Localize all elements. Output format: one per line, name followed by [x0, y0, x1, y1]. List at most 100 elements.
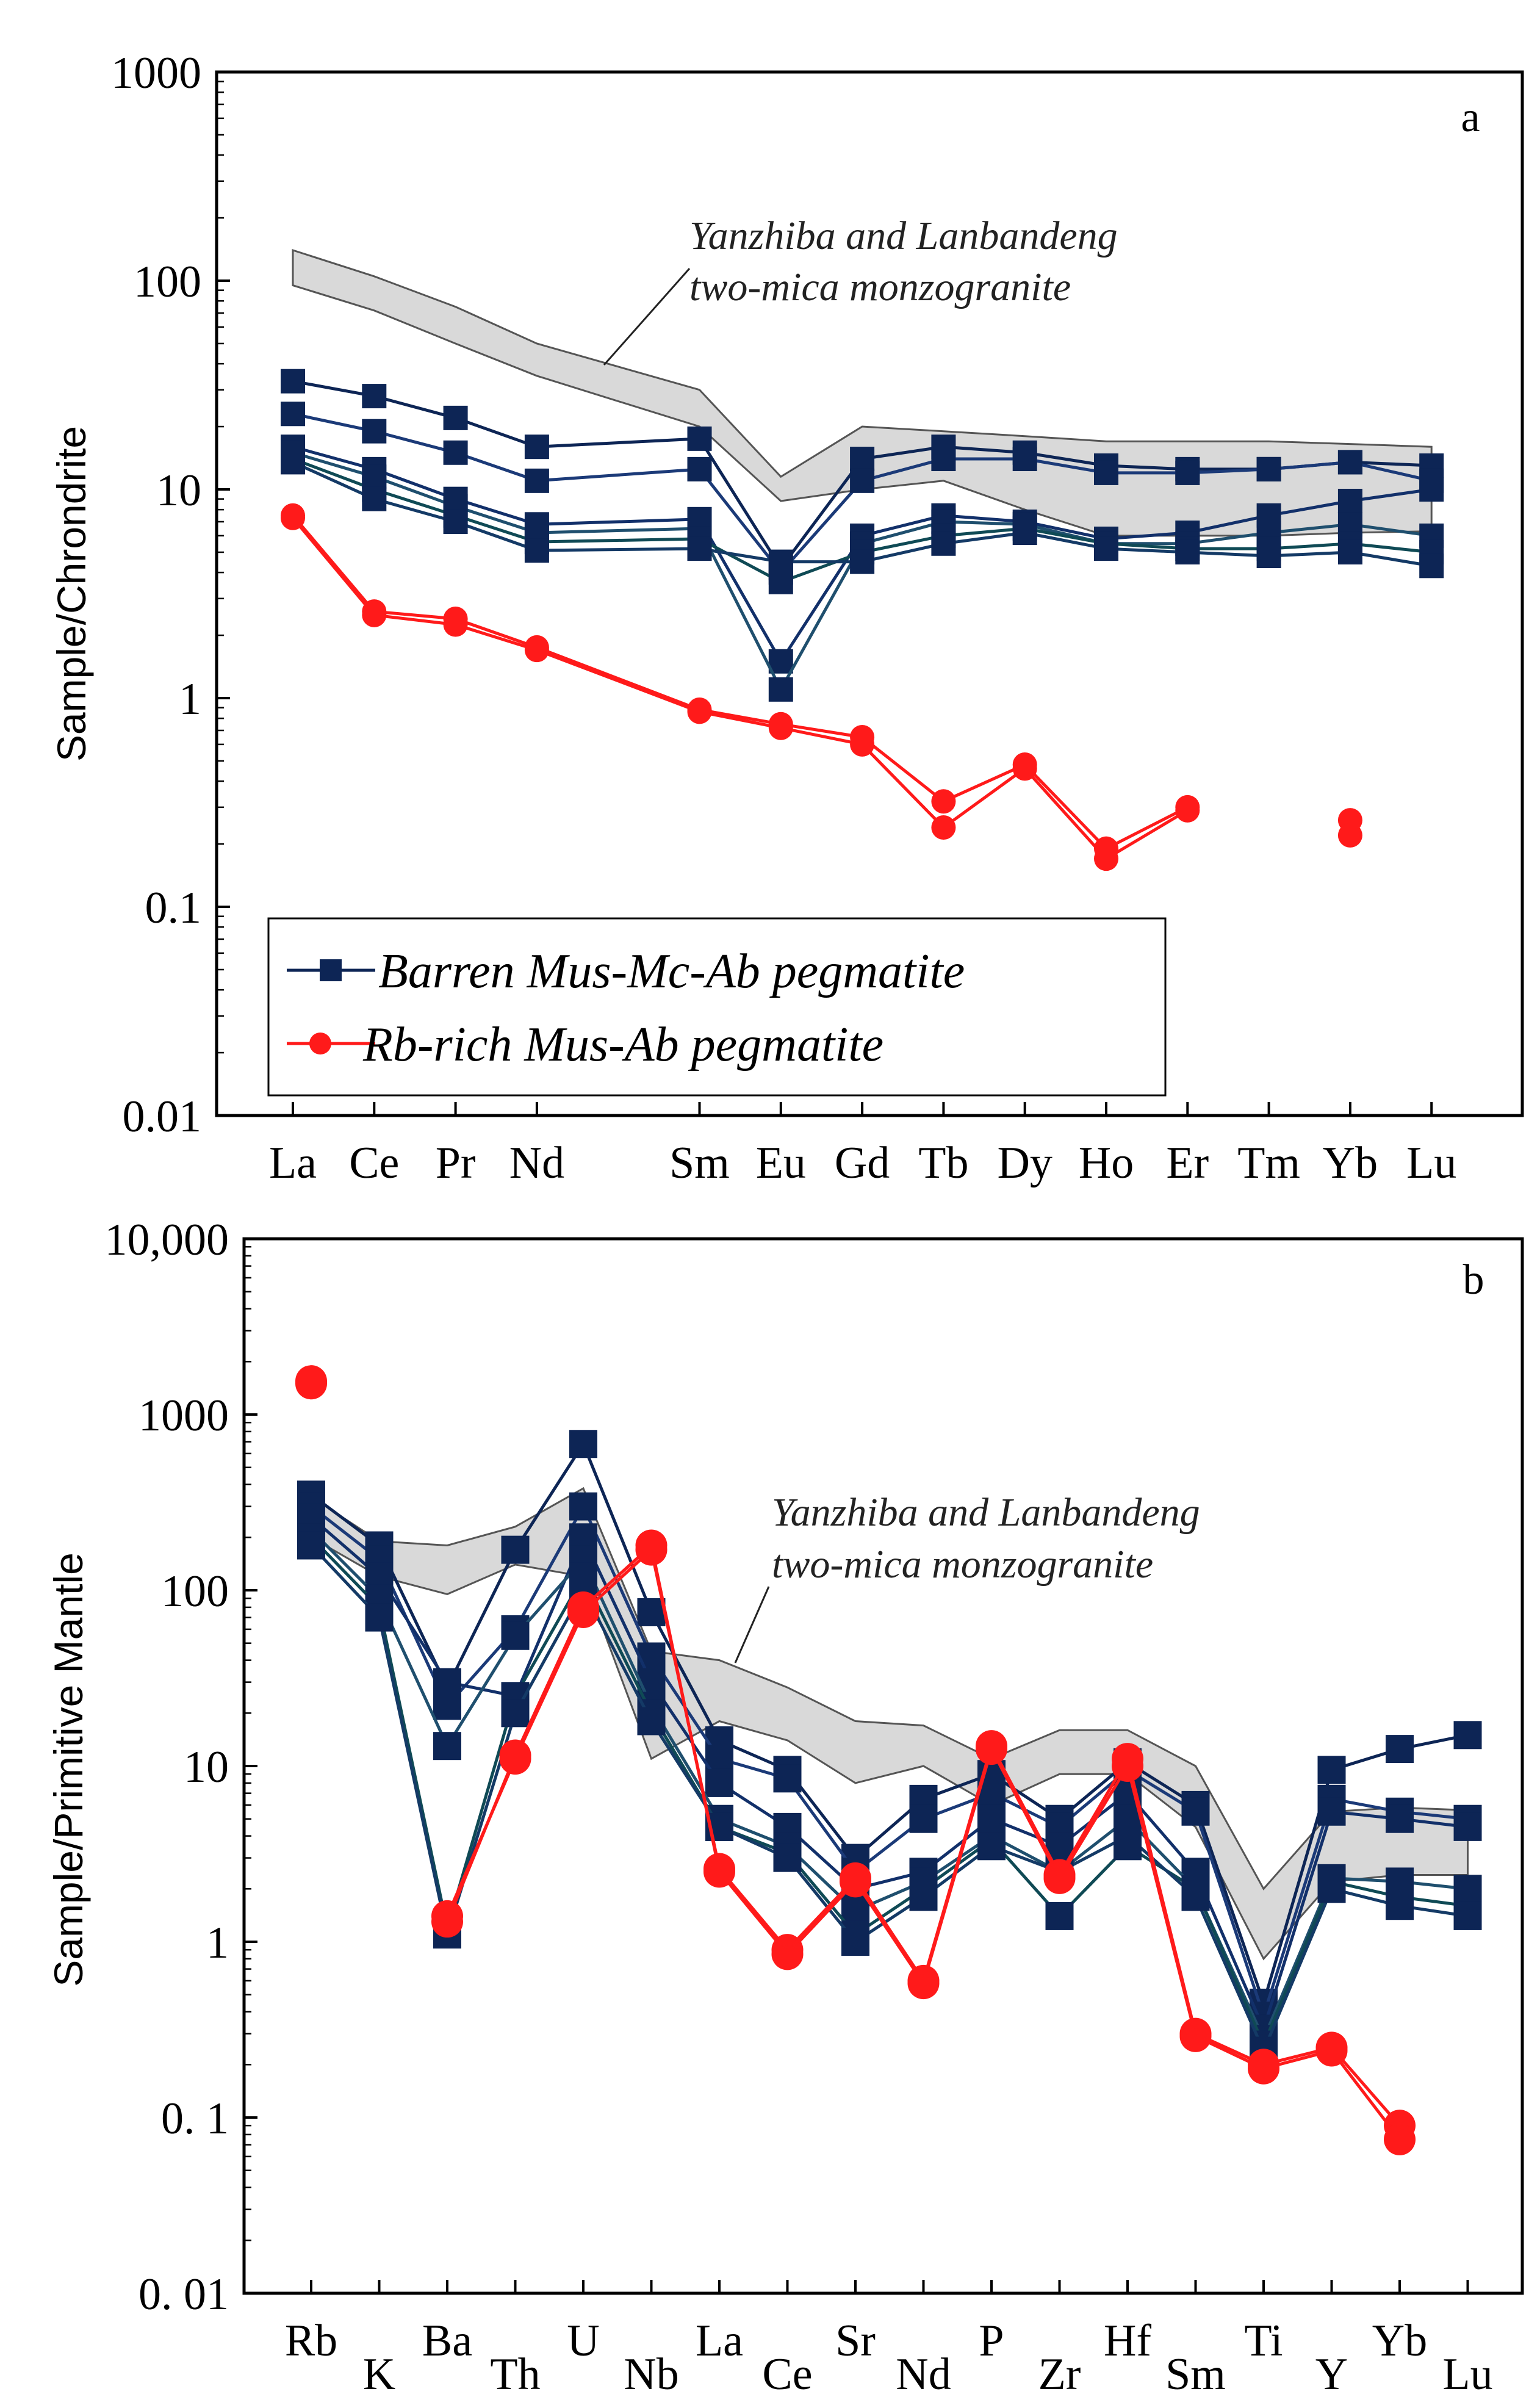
rb-rich-point [567, 1591, 599, 1623]
barren-point [705, 1768, 733, 1797]
panel-b-y-tick-label: 0. 1 [161, 2094, 229, 2144]
barren-point [501, 1535, 530, 1564]
panel-a-x-tick-label: Sm [669, 1138, 730, 1188]
barren-point [768, 649, 793, 674]
series-line [292, 461, 1432, 568]
barren-point [1256, 456, 1281, 481]
series-line [292, 451, 1432, 691]
barren-point [1337, 488, 1362, 513]
barren-point [501, 1699, 530, 1728]
panel-b-y-axis-title: Sample/Primitive Mantle [46, 1552, 91, 1987]
panel-b-letter: b [1463, 1256, 1484, 1303]
barren-point [687, 426, 712, 451]
barren-point [1175, 460, 1200, 485]
barren-series-5 [281, 450, 1444, 579]
panel-b-y-tick-label: 100 [161, 1566, 229, 1617]
barren-point [768, 549, 793, 574]
rb-rich-point [635, 1529, 667, 1562]
barren-point [1012, 447, 1037, 472]
barren-series-1 [281, 402, 1444, 585]
rb-rich-point [1043, 1862, 1076, 1894]
panel-b-x-tick-label: Rb [285, 2316, 337, 2366]
panel-a-legend: Barren Mus-Mc-Ab pegmatite Rb-rich Mus-A… [267, 917, 1167, 1097]
rb-rich-point [443, 612, 468, 637]
rb-rich-point [840, 1865, 871, 1898]
rb-rich-point [687, 699, 712, 724]
barren-point [1256, 544, 1281, 569]
barren-point [1317, 1875, 1346, 1903]
barren-point [443, 405, 468, 430]
rb-rich-point [976, 1733, 1007, 1765]
panel-a-x-tick-label: Tb [918, 1138, 968, 1188]
barren-point [841, 1928, 869, 1956]
rb-rich-point [1179, 2020, 1212, 2052]
legend-rb-label: Rb-rich Mus-Ab pegmatite [362, 1018, 883, 1072]
barren-point [1453, 1721, 1482, 1750]
rb-rich-point [295, 1368, 327, 1400]
barren-series-5 [297, 1531, 1482, 2065]
barren-point [365, 1603, 394, 1632]
panel-a-y-tick-label: 100 [134, 257, 201, 307]
panel-a-x-tick-label: Yb [1323, 1138, 1378, 1188]
barren-point [569, 1492, 597, 1521]
barren-point [1386, 1735, 1414, 1764]
rb-rich-point [1248, 2052, 1279, 2085]
panel-a-x-tick-label: La [269, 1138, 317, 1188]
barren-point [768, 677, 793, 702]
series-line [292, 445, 1432, 663]
barren-point [841, 1897, 869, 1925]
panel-a-y-axis: 0.01 0.1 1 10 100 1000 [111, 48, 230, 1142]
panel-b-x-tick-label: Sm [1165, 2349, 1226, 2397]
barren-point [281, 402, 305, 427]
rb-rich-point [1012, 756, 1037, 781]
barren-point [569, 1430, 597, 1458]
panel-a-y-tick-label: 1 [179, 674, 201, 724]
barren-point [1045, 1901, 1074, 1930]
barren-point [687, 536, 712, 561]
panel-b-x-tick-label: Th [490, 2349, 540, 2397]
panel-b-x-tick-label: Sr [835, 2316, 876, 2366]
panel-b-y-tick-label: 0. 01 [139, 2269, 229, 2320]
panel-a-y-tick-label: 10 [156, 466, 201, 516]
rb-rich-point [907, 1967, 940, 2000]
barren-point [931, 531, 956, 556]
barren-point [1453, 1812, 1482, 1841]
barren-point [850, 468, 875, 493]
panel-a-y-tick-label: 1000 [111, 48, 201, 98]
barren-point [687, 456, 712, 481]
panel-a-y-tick-label: 0.01 [123, 1092, 202, 1142]
barren-point [1419, 477, 1444, 502]
panel-b-annotation-line1: Yanzhiba and Lanbandeng [772, 1490, 1200, 1535]
series-line [292, 457, 1432, 584]
legend-barren-label: Barren Mus-Mc-Ab pegmatite [378, 945, 965, 998]
panel-b-x-tick-label: Nd [896, 2349, 951, 2397]
rb-rich-series-7 [281, 505, 1362, 871]
barren-point [637, 1707, 666, 1736]
barren-point [362, 419, 387, 444]
rb-rich-point [431, 1906, 463, 1938]
barren-point [1175, 539, 1200, 564]
rb-rich-point [1094, 846, 1118, 871]
barren-point [1419, 553, 1444, 579]
panel-b-y-tick-label: 1 [206, 1918, 229, 1968]
panel-b-x-tick-label: Yb [1372, 2316, 1427, 2366]
panel-a-x-tick-label: Nd [509, 1138, 564, 1188]
panel-a-x-tick-label: Tm [1237, 1138, 1300, 1188]
panel-a-x-tick-label: Pr [436, 1138, 476, 1188]
rb-rich-series-6 [281, 503, 1362, 861]
panel-b-x-tick-label: Ti [1244, 2316, 1283, 2366]
panel-b-x-tick-label: Zr [1038, 2349, 1081, 2397]
rb-rich-point [524, 638, 549, 663]
legend-barren-marker [320, 959, 342, 981]
barren-point [524, 538, 549, 563]
panel-a-frame [215, 70, 1524, 1117]
rb-rich-point [1315, 2035, 1348, 2067]
barren-point [281, 369, 305, 394]
barren-point [433, 1732, 461, 1761]
barren-point [1094, 536, 1118, 561]
rb-rich-point [931, 815, 956, 840]
rb-rich-point [1337, 823, 1362, 848]
series-line [310, 1536, 1468, 2046]
rb-rich-point [771, 1938, 804, 1970]
barren-point [443, 509, 468, 534]
